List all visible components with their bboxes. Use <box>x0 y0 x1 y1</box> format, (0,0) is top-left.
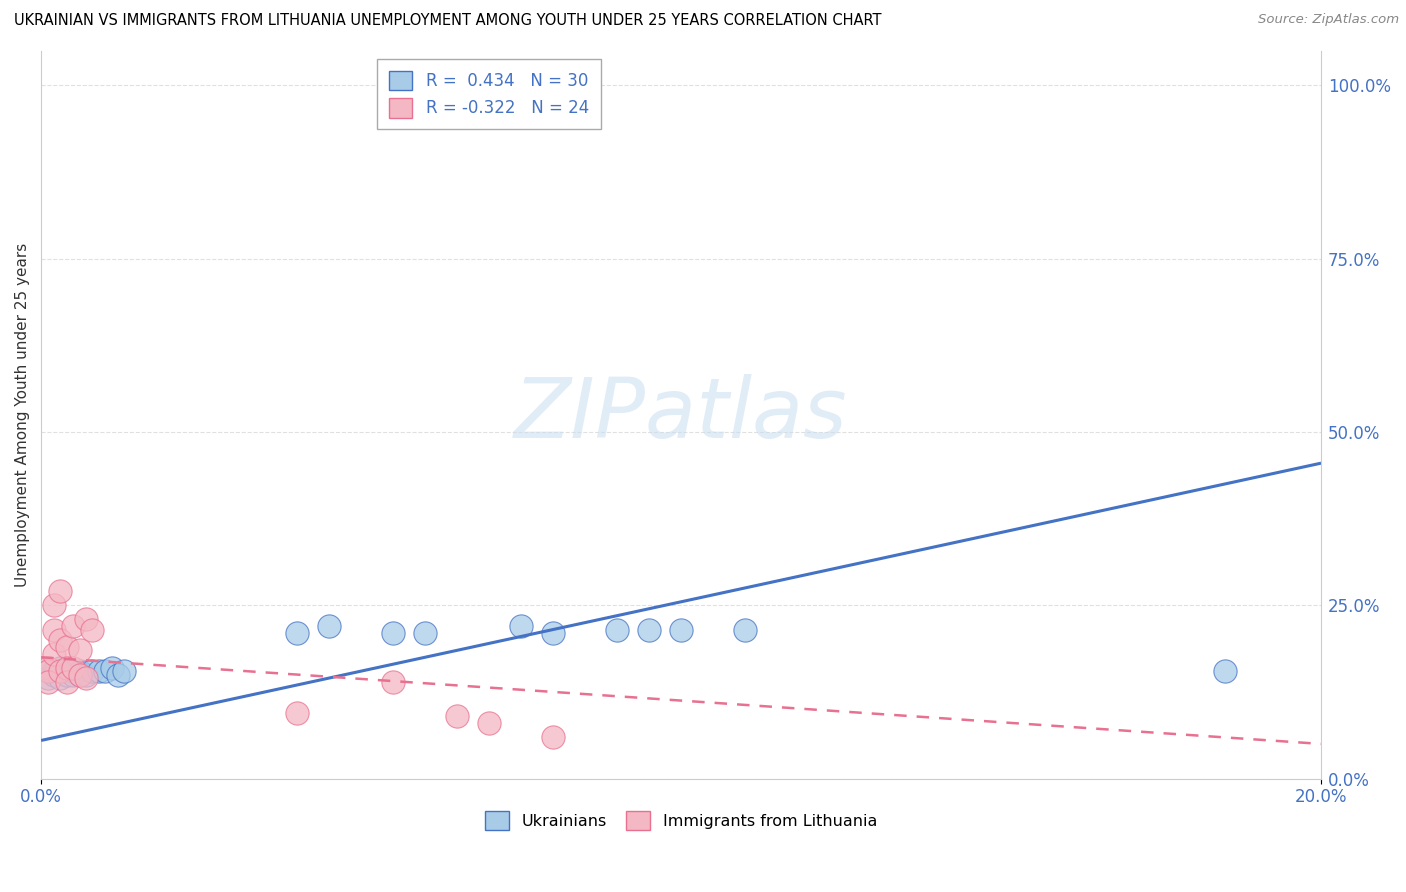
Y-axis label: Unemployment Among Youth under 25 years: Unemployment Among Youth under 25 years <box>15 243 30 587</box>
Point <box>42 664 65 678</box>
Point <box>606 623 628 637</box>
Point <box>87 664 110 678</box>
Text: Source: ZipAtlas.com: Source: ZipAtlas.com <box>1258 13 1399 27</box>
Point <box>478 716 501 731</box>
Point <box>49 584 72 599</box>
Point <box>541 626 564 640</box>
Point <box>541 730 564 744</box>
Point <box>413 626 436 640</box>
Point <box>100 660 122 674</box>
Point <box>62 667 84 681</box>
Point <box>75 612 97 626</box>
Point <box>285 706 308 720</box>
Point <box>55 640 77 654</box>
Point <box>37 671 59 685</box>
Point <box>37 674 59 689</box>
Point <box>42 599 65 613</box>
Point <box>75 667 97 681</box>
Point <box>42 667 65 681</box>
Point <box>446 709 468 723</box>
Text: ZIPatlas: ZIPatlas <box>515 374 848 455</box>
Point <box>94 664 117 678</box>
Point <box>49 660 72 674</box>
Point <box>669 623 692 637</box>
Point <box>37 660 59 674</box>
Point <box>69 667 91 681</box>
Point <box>37 664 59 678</box>
Point <box>55 660 77 674</box>
Point <box>382 626 405 640</box>
Point <box>42 647 65 661</box>
Point <box>37 664 59 678</box>
Point <box>62 660 84 674</box>
Point <box>107 667 129 681</box>
Point <box>49 664 72 678</box>
Point <box>55 674 77 689</box>
Point <box>55 664 77 678</box>
Legend: Ukrainians, Immigrants from Lithuania: Ukrainians, Immigrants from Lithuania <box>478 805 883 836</box>
Point <box>638 623 661 637</box>
Point <box>55 667 77 681</box>
Point <box>1213 664 1236 678</box>
Point <box>69 667 91 681</box>
Point <box>49 671 72 685</box>
Point <box>62 619 84 633</box>
Point <box>62 664 84 678</box>
Text: UKRAINIAN VS IMMIGRANTS FROM LITHUANIA UNEMPLOYMENT AMONG YOUTH UNDER 25 YEARS C: UKRAINIAN VS IMMIGRANTS FROM LITHUANIA U… <box>14 13 882 29</box>
Point <box>382 674 405 689</box>
Point <box>112 664 135 678</box>
Point <box>42 623 65 637</box>
Point <box>82 623 104 637</box>
Point <box>49 632 72 647</box>
Point <box>285 626 308 640</box>
Point <box>69 643 91 657</box>
Point <box>734 623 756 637</box>
Point <box>318 619 340 633</box>
Point <box>75 671 97 685</box>
Point <box>69 664 91 678</box>
Point <box>510 619 533 633</box>
Point <box>82 664 104 678</box>
